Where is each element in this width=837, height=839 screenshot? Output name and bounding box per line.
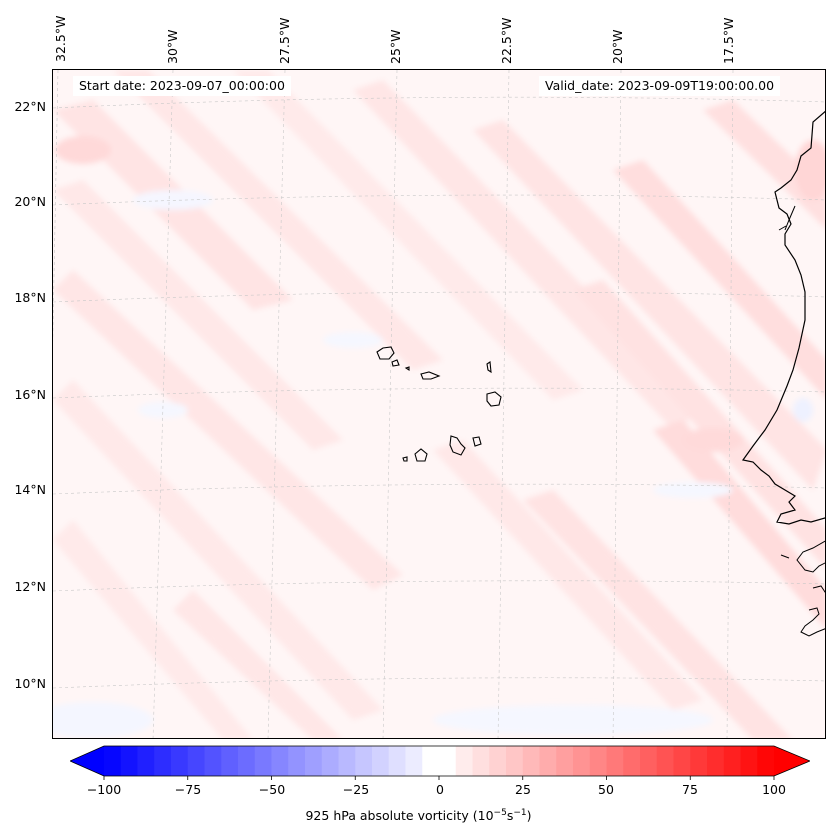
valid-date-label: Valid_date: 2023-09-09T19:00:00.00 (539, 76, 781, 96)
colorbar-tick-neg100: −100 (86, 782, 122, 797)
colorbar-extend-max (774, 746, 810, 776)
colorbar-svg (69, 745, 812, 780)
vorticity-map (53, 70, 825, 738)
colorbar-tick-neg50: −50 (258, 782, 286, 797)
colorbar-segment (305, 746, 323, 776)
lon-label-25w: 25°W (388, 29, 403, 64)
colorbar-segment (154, 746, 172, 776)
lon-label-17-5w: 17.5°W (721, 17, 736, 64)
africa-coastline (741, 110, 825, 525)
lon-label-27-5w: 27.5°W (277, 17, 292, 64)
colorbar-label-mid: s (506, 808, 514, 824)
colorbar-segment (288, 746, 306, 776)
colorbar-segment (656, 746, 674, 776)
colorbar-segment (623, 746, 641, 776)
colorbar-segment (137, 746, 155, 776)
colorbar-segment (405, 746, 423, 776)
colorbar-label: 925 hPa absolute vorticity (10−5s−1) (0, 808, 837, 823)
colorbar-segment (757, 746, 775, 776)
colorbar-segment (439, 746, 457, 776)
lat-label-10n: 10°N (14, 676, 46, 691)
guinea-coastline (780, 540, 825, 637)
graticule (53, 70, 825, 738)
colorbar-extend-min (70, 746, 104, 776)
lat-label-14n: 14°N (14, 482, 46, 497)
lat-label-16n: 16°N (14, 387, 46, 402)
colorbar-segment (707, 746, 725, 776)
lat-label-12n: 12°N (14, 579, 46, 594)
colorbar-segment (539, 746, 557, 776)
colorbar-segment (740, 746, 758, 776)
colorbar-segment (321, 746, 339, 776)
colorbar-segment (221, 746, 239, 776)
colorbar-segment (187, 746, 205, 776)
colorbar-segment (472, 746, 490, 776)
colorbar (69, 744, 812, 780)
colorbar-segment (573, 746, 591, 776)
colorbar-label-suffix: ) (526, 808, 532, 824)
colorbar-segment (506, 746, 524, 776)
colorbar-segment (640, 746, 658, 776)
colorbar-segment (489, 746, 507, 776)
lon-label-30w: 30°W (165, 29, 180, 64)
coast-detail-north (778, 205, 796, 231)
colorbar-tick-neg75: −75 (174, 782, 202, 797)
colorbar-label-prefix: 925 hPa absolute vorticity (10 (305, 808, 494, 824)
colorbar-segment (522, 746, 540, 776)
colorbar-segment (388, 746, 406, 776)
map-panel (52, 69, 826, 739)
colorbar-segment (606, 746, 624, 776)
colorbar-label-exp1: −5 (493, 808, 507, 818)
colorbar-segment (556, 746, 574, 776)
colorbar-segment (171, 746, 189, 776)
colorbar-segment (338, 746, 356, 776)
colorbar-segment (723, 746, 741, 776)
colorbar-segment (204, 746, 222, 776)
lon-label-20w: 20°W (610, 29, 625, 64)
colorbar-segment (271, 746, 289, 776)
lat-label-22n: 22°N (14, 99, 46, 114)
vorticity-field (53, 70, 825, 738)
colorbar-tick-50: 50 (598, 782, 614, 797)
colorbar-segment (589, 746, 607, 776)
colorbar-tick-100: 100 (762, 782, 786, 797)
colorbar-segment (254, 746, 272, 776)
colorbar-segment (120, 746, 138, 776)
cape-verde-coastlines (376, 346, 502, 462)
colorbar-tick-75: 75 (682, 782, 698, 797)
colorbar-segment (455, 746, 473, 776)
colorbar-segment (673, 746, 691, 776)
colorbar-tick-neg25: −25 (342, 782, 370, 797)
lat-label-20n: 20°N (14, 194, 46, 209)
colorbar-segment (422, 746, 440, 776)
colorbar-segment (355, 746, 373, 776)
colorbar-segment (690, 746, 708, 776)
lon-label-22-5w: 22.5°W (499, 17, 514, 64)
colorbar-label-exp2: −1 (513, 808, 527, 818)
colorbar-segment (238, 746, 256, 776)
colorbar-tick-25: 25 (515, 782, 531, 797)
lat-label-18n: 18°N (14, 290, 46, 305)
colorbar-tick-0: 0 (436, 782, 444, 797)
colorbar-segment (104, 746, 122, 776)
colorbar-segment (372, 746, 390, 776)
lon-label-32-5w: 32.5°W (53, 15, 68, 62)
start-date-label: Start date: 2023-09-07_00:00:00 (73, 76, 291, 96)
